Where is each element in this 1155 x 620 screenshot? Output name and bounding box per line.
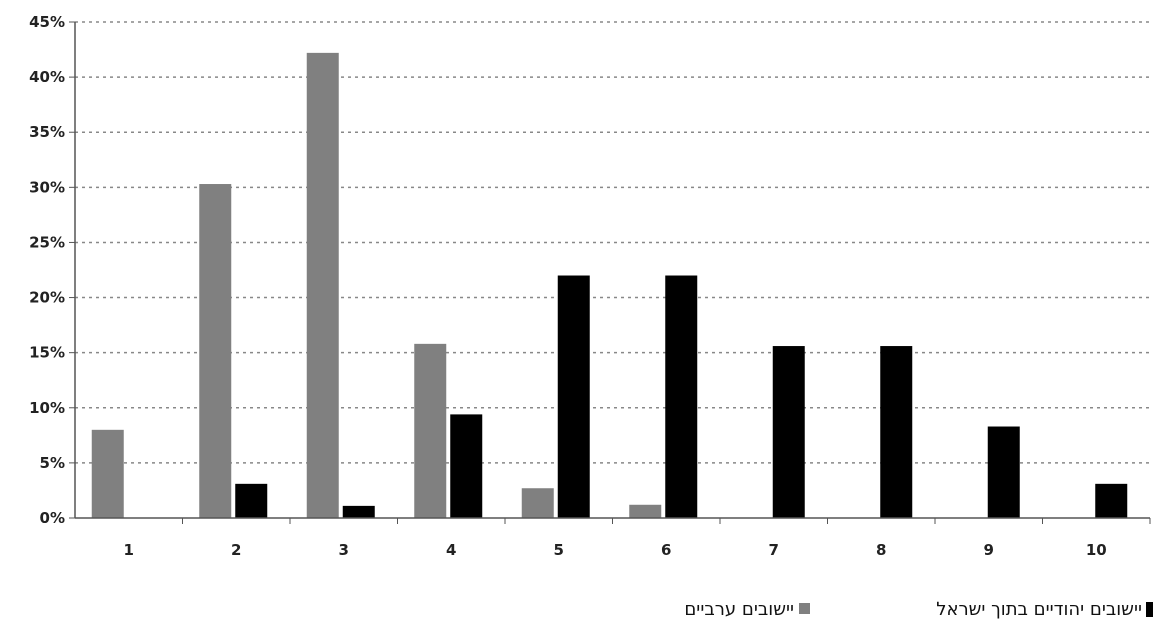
gridlines — [75, 21, 1150, 464]
x-tick-label: 3 — [339, 541, 349, 559]
bar-jewish — [880, 346, 913, 518]
bar-jewish — [1095, 483, 1128, 518]
legend-item-jewish: יישובים יהודיים בתוך ישראל — [936, 599, 1153, 620]
legend: יישובים יהודיים בתוך ישראל יישובים ערביי… — [684, 599, 1153, 620]
legend-item-arab: יישובים ערביים — [684, 599, 810, 620]
bar-arab — [521, 488, 554, 518]
y-tick-label: 10% — [29, 399, 65, 417]
legend-label-arab: יישובים ערביים — [684, 599, 794, 620]
x-tick-label: 5 — [554, 541, 564, 559]
x-tick-label: 9 — [984, 541, 994, 559]
bar-jewish — [235, 483, 268, 518]
bar-arab — [629, 504, 662, 518]
bar-arab — [414, 343, 447, 518]
legend-swatch-arab — [799, 603, 810, 614]
bars — [91, 52, 1128, 519]
bar-arab — [306, 52, 339, 519]
bar-arab — [199, 184, 232, 518]
y-tick-label: 25% — [29, 233, 65, 251]
y-tick-label: 40% — [29, 68, 65, 86]
bar-jewish — [987, 426, 1020, 518]
x-tick-label: 1 — [124, 541, 134, 559]
x-tick-label: 8 — [876, 541, 886, 559]
y-tick-label: 20% — [29, 289, 65, 307]
bar-arab — [91, 429, 124, 518]
y-tick-label: 45% — [29, 13, 65, 31]
bar-jewish — [772, 346, 805, 518]
bar-jewish — [342, 505, 375, 518]
y-axis-tick-labels: 0% 5% 10% 15% 20% 25% 30% 35% 40% 45% — [29, 13, 75, 527]
y-tick-label: 5% — [40, 454, 65, 472]
y-tick-label: 35% — [29, 123, 65, 141]
x-axis-tick-labels: 1 2 3 4 5 6 7 8 9 10 — [124, 518, 1151, 559]
bar-jewish — [557, 275, 590, 518]
y-tick-label: 15% — [29, 344, 65, 362]
x-tick-label: 10 — [1086, 541, 1107, 559]
bar-jewish — [450, 414, 483, 518]
y-tick-label: 30% — [29, 178, 65, 196]
bar-jewish — [665, 275, 698, 518]
x-tick-label: 7 — [769, 541, 779, 559]
legend-swatch-jewish — [1146, 602, 1153, 617]
x-tick-label: 4 — [446, 541, 456, 559]
x-tick-label: 2 — [231, 541, 241, 559]
y-tick-label: 0% — [40, 509, 65, 527]
x-tick-label: 6 — [661, 541, 671, 559]
legend-label-jewish: יישובים יהודיים בתוך ישראל — [936, 599, 1142, 620]
